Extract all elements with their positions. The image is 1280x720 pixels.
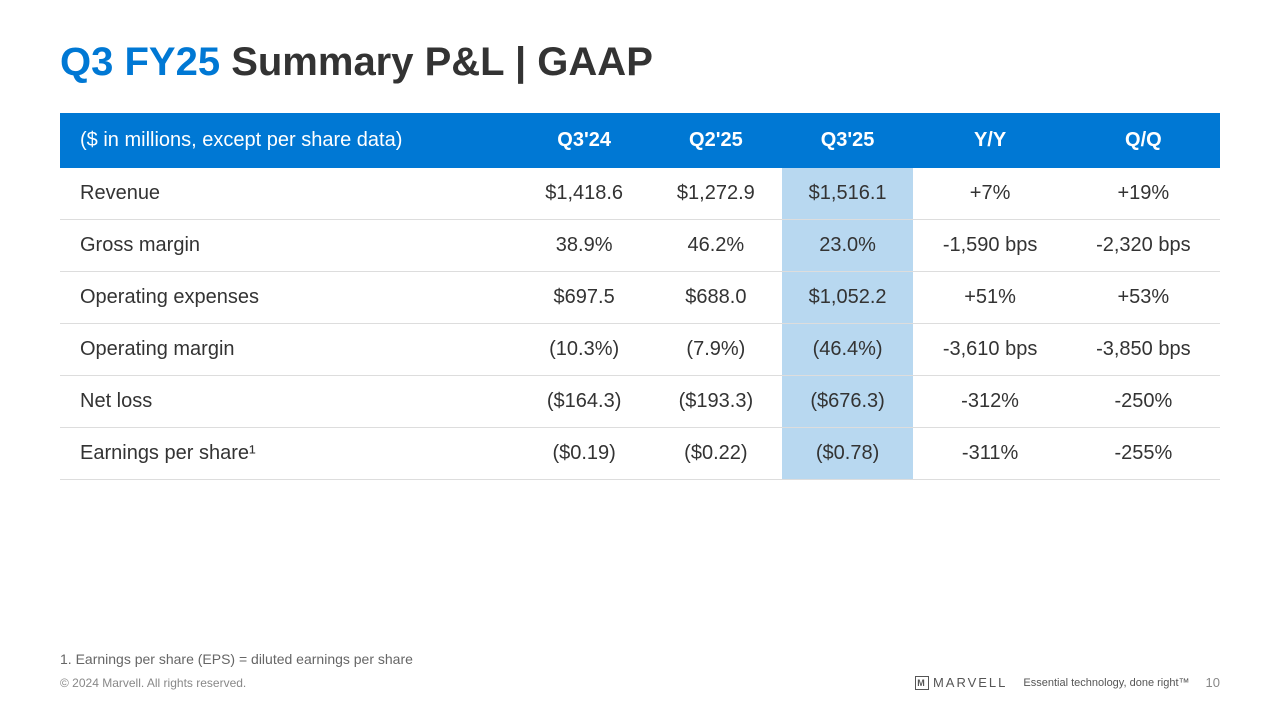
title-rest: Summary P&L | GAAP	[220, 40, 653, 84]
table-row: Net loss ($164.3) ($193.3) ($676.3) -312…	[60, 376, 1220, 428]
cell-value: $697.5	[518, 272, 650, 324]
cell-value-highlight: (46.4%)	[782, 324, 914, 376]
logo-text: MARVELL	[933, 675, 1007, 690]
cell-value: -3,610 bps	[913, 324, 1066, 376]
col-q225: Q2'25	[650, 113, 782, 168]
cell-value: -3,850 bps	[1067, 324, 1220, 376]
table-row: Gross margin 38.9% 46.2% 23.0% -1,590 bp…	[60, 220, 1220, 272]
cell-value: (7.9%)	[650, 324, 782, 376]
tagline: Essential technology, done right™	[1023, 677, 1189, 689]
cell-value-highlight: $1,516.1	[782, 168, 914, 220]
marvell-logo: M MARVELL	[915, 675, 1007, 690]
cell-value: ($0.19)	[518, 428, 650, 480]
logo-icon: M	[915, 676, 929, 690]
cell-label: Earnings per share¹	[60, 428, 518, 480]
cell-value: +53%	[1067, 272, 1220, 324]
footer: © 2024 Marvell. All rights reserved. M M…	[60, 675, 1220, 690]
cell-value: +7%	[913, 168, 1066, 220]
cell-label: Revenue	[60, 168, 518, 220]
table-row: Operating expenses $697.5 $688.0 $1,052.…	[60, 272, 1220, 324]
cell-value-highlight: ($676.3)	[782, 376, 914, 428]
cell-label: Gross margin	[60, 220, 518, 272]
cell-value: ($164.3)	[518, 376, 650, 428]
cell-value-highlight: 23.0%	[782, 220, 914, 272]
cell-value-highlight: $1,052.2	[782, 272, 914, 324]
cell-value: $688.0	[650, 272, 782, 324]
pnl-table: ($ in millions, except per share data) Q…	[60, 113, 1220, 480]
pnl-table-container: ($ in millions, except per share data) Q…	[60, 113, 1220, 480]
cell-value: $1,418.6	[518, 168, 650, 220]
cell-value: +51%	[913, 272, 1066, 324]
cell-value: 46.2%	[650, 220, 782, 272]
header-row: ($ in millions, except per share data) Q…	[60, 113, 1220, 168]
cell-value: -311%	[913, 428, 1066, 480]
cell-label: Net loss	[60, 376, 518, 428]
table-row: Revenue $1,418.6 $1,272.9 $1,516.1 +7% +…	[60, 168, 1220, 220]
table-row: Operating margin (10.3%) (7.9%) (46.4%) …	[60, 324, 1220, 376]
cell-value: -312%	[913, 376, 1066, 428]
copyright: © 2024 Marvell. All rights reserved.	[60, 676, 246, 690]
slide-container: Q3 FY25 Summary P&L | GAAP ($ in million…	[0, 0, 1280, 720]
table-row: Earnings per share¹ ($0.19) ($0.22) ($0.…	[60, 428, 1220, 480]
cell-value: ($0.22)	[650, 428, 782, 480]
col-yy: Y/Y	[913, 113, 1066, 168]
page-number: 10	[1206, 675, 1220, 690]
cell-label: Operating margin	[60, 324, 518, 376]
table-body: Revenue $1,418.6 $1,272.9 $1,516.1 +7% +…	[60, 168, 1220, 480]
col-qq: Q/Q	[1067, 113, 1220, 168]
footer-right: M MARVELL Essential technology, done rig…	[915, 675, 1220, 690]
slide-title: Q3 FY25 Summary P&L | GAAP	[60, 40, 1220, 85]
cell-value: $1,272.9	[650, 168, 782, 220]
col-label: ($ in millions, except per share data)	[60, 113, 518, 168]
cell-value: -250%	[1067, 376, 1220, 428]
cell-value-highlight: ($0.78)	[782, 428, 914, 480]
footnote: 1. Earnings per share (EPS) = diluted ea…	[60, 651, 1220, 667]
cell-label: Operating expenses	[60, 272, 518, 324]
cell-value: -1,590 bps	[913, 220, 1066, 272]
cell-value: ($193.3)	[650, 376, 782, 428]
cell-value: 38.9%	[518, 220, 650, 272]
cell-value: -255%	[1067, 428, 1220, 480]
table-header: ($ in millions, except per share data) Q…	[60, 113, 1220, 168]
cell-value: (10.3%)	[518, 324, 650, 376]
col-q325: Q3'25	[782, 113, 914, 168]
cell-value: +19%	[1067, 168, 1220, 220]
title-accent: Q3 FY25	[60, 40, 220, 84]
col-q324: Q3'24	[518, 113, 650, 168]
cell-value: -2,320 bps	[1067, 220, 1220, 272]
